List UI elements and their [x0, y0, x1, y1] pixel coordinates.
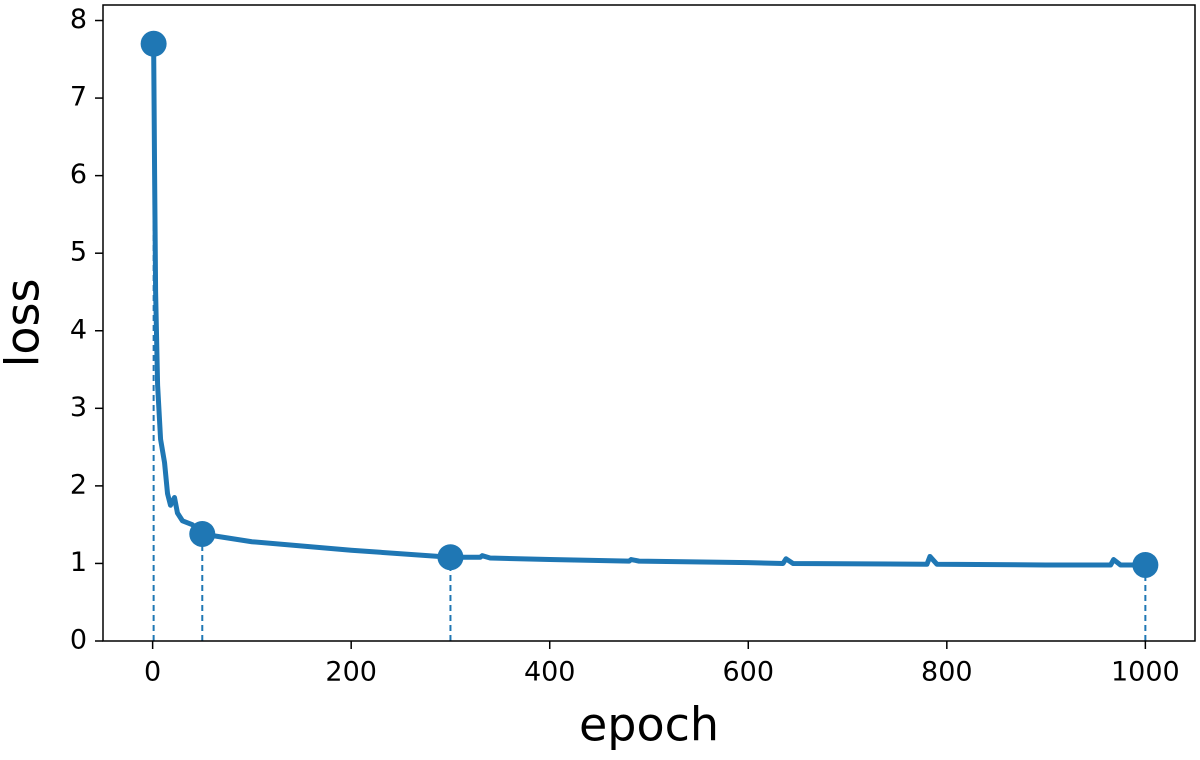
plot-frame	[102, 4, 1196, 642]
marker	[437, 544, 464, 571]
y-tick-label: 1	[70, 547, 87, 578]
marker	[140, 30, 167, 57]
y-tick-label: 4	[70, 314, 87, 345]
x-tick-label: 200	[325, 657, 377, 688]
y-tick-label: 8	[70, 4, 87, 35]
y-axis-label: loss	[0, 279, 50, 368]
y-tick-label: 0	[70, 625, 87, 656]
x-axis-label: epoch	[579, 698, 719, 752]
loss-line	[151, 41, 1148, 568]
x-tick-label: 400	[524, 657, 576, 688]
marker	[189, 520, 216, 547]
y-tick-label: 7	[70, 82, 87, 113]
y-tick-label: 2	[70, 469, 87, 500]
x-tick-label: 600	[722, 657, 774, 688]
x-tick-label: 1000	[1111, 657, 1180, 688]
y-tick-label: 3	[70, 392, 87, 423]
y-tick-label: 5	[70, 237, 87, 268]
y-tick-label: 6	[70, 159, 87, 190]
marker	[1132, 551, 1159, 578]
x-tick-label: 0	[144, 657, 161, 688]
x-tick-label: 800	[921, 657, 973, 688]
